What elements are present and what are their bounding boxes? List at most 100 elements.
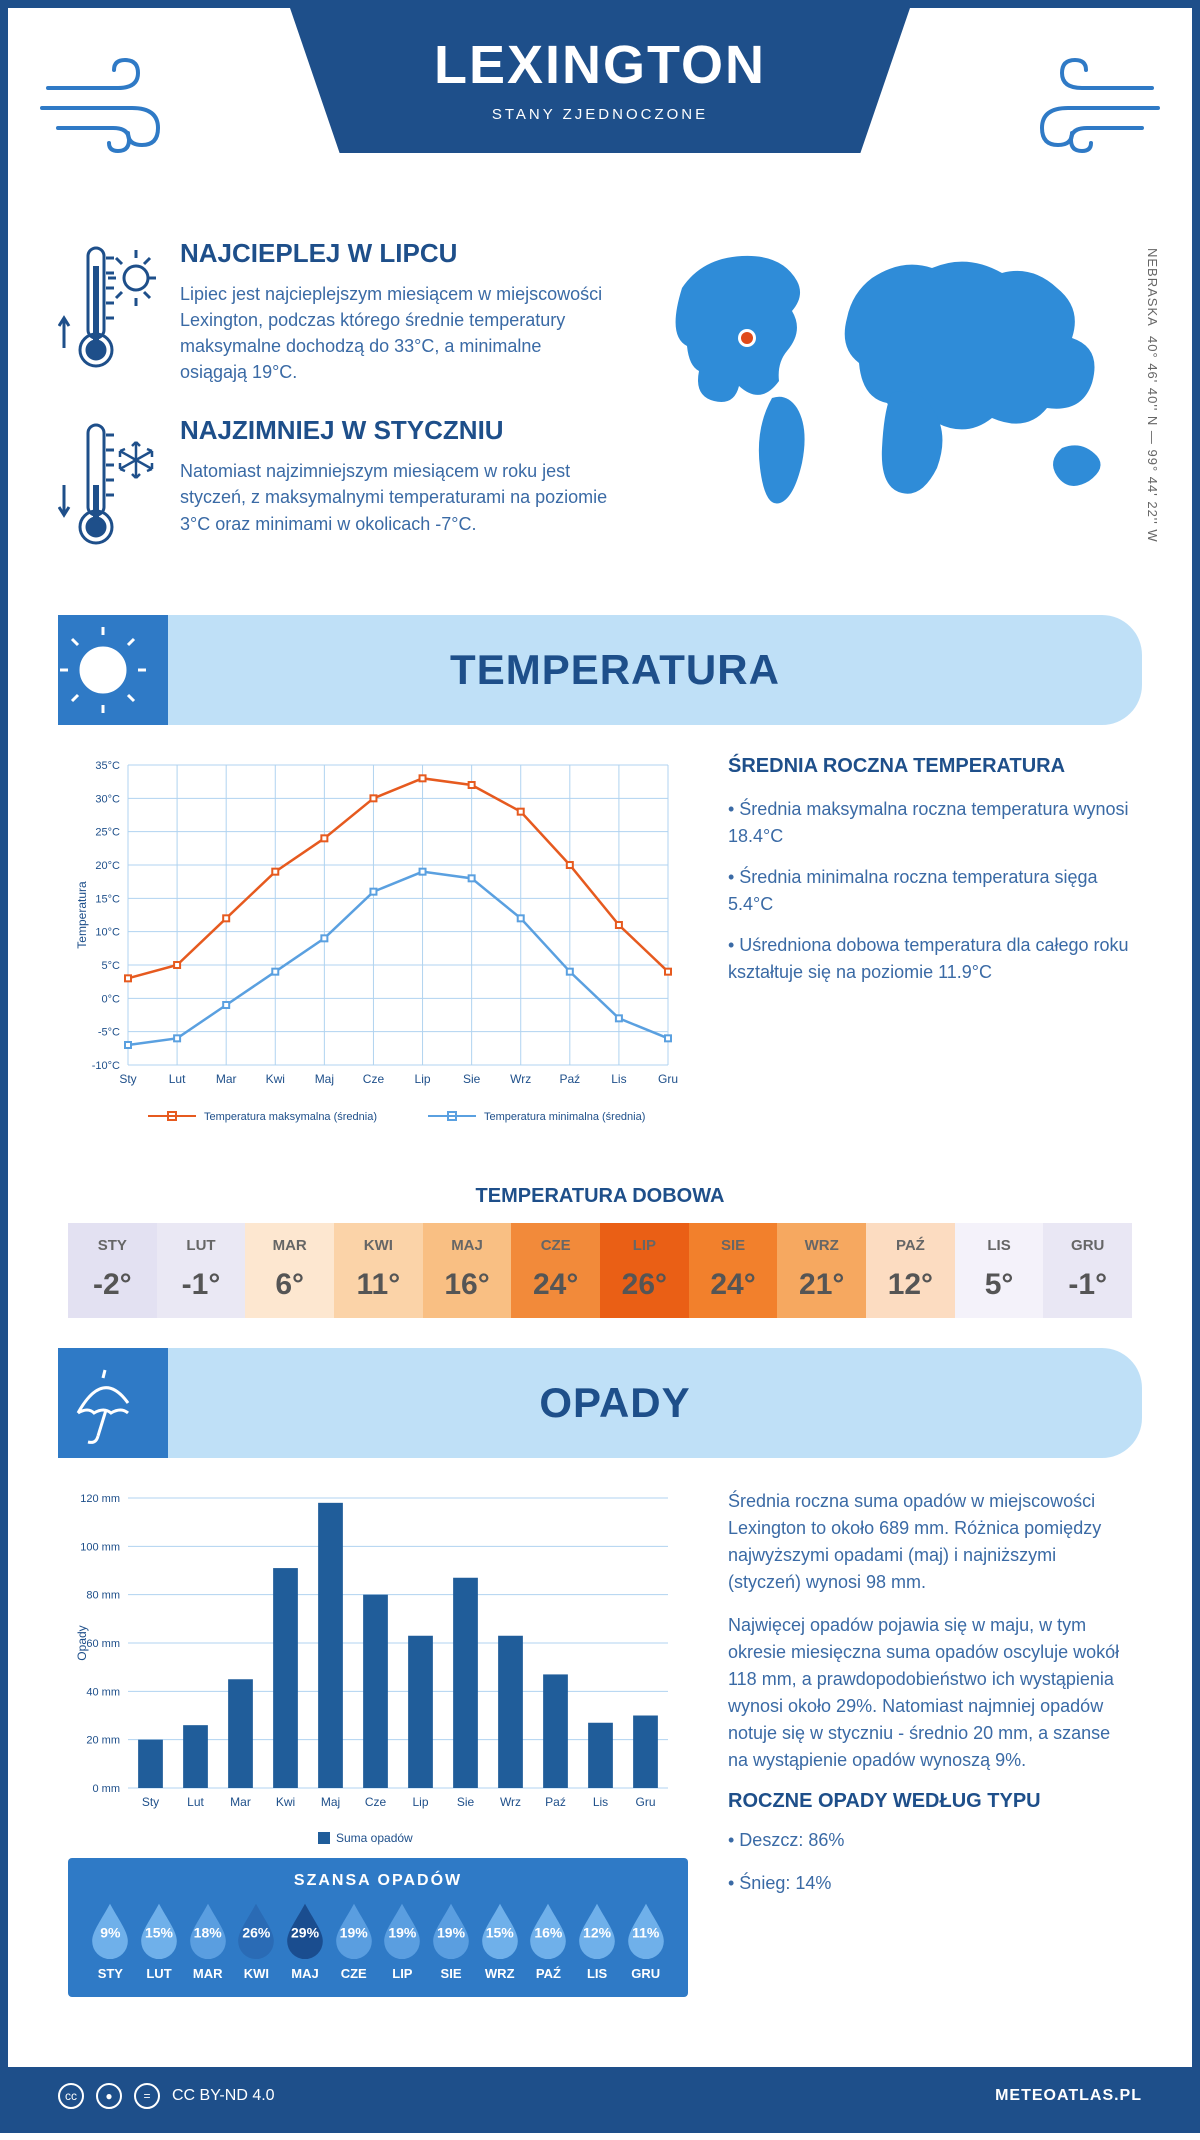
nd-icon: = bbox=[134, 2083, 160, 2109]
precip-type-snow: • Śnieg: 14% bbox=[728, 1870, 1132, 1897]
wind-swirl-icon bbox=[1012, 48, 1162, 168]
by-icon: ● bbox=[96, 2083, 122, 2109]
thermometer-hot-icon bbox=[58, 238, 158, 378]
svg-text:Temperatura: Temperatura bbox=[75, 881, 89, 949]
chance-cell: 9%STY bbox=[86, 1900, 135, 1981]
precip-para: Średnia roczna suma opadów w miejscowośc… bbox=[728, 1488, 1132, 1596]
precip-para: Najwięcej opadów pojawia się w maju, w t… bbox=[728, 1612, 1132, 1774]
daily-temp-cell: STY-2° bbox=[68, 1223, 157, 1318]
svg-text:Lis: Lis bbox=[611, 1072, 626, 1086]
thermometer-cold-icon bbox=[58, 415, 158, 555]
svg-text:15°C: 15°C bbox=[95, 894, 120, 906]
svg-text:-10°C: -10°C bbox=[92, 1060, 120, 1072]
svg-text:25°C: 25°C bbox=[95, 827, 120, 839]
svg-text:Lip: Lip bbox=[415, 1072, 431, 1086]
precipitation-section: OPADY 0 mm 20 mm 40 mm 60 mm 80 mm 100 mm 120 … bbox=[58, 1348, 1142, 2047]
svg-text:35°C: 35°C bbox=[95, 760, 120, 772]
chance-cell: 15%LUT bbox=[135, 1900, 184, 1981]
wind-swirl-icon bbox=[38, 48, 188, 168]
svg-text:30°C: 30°C bbox=[95, 794, 120, 806]
svg-text:5°C: 5°C bbox=[102, 960, 121, 972]
svg-text:Kwi: Kwi bbox=[276, 1795, 295, 1809]
svg-text:Suma opadów: Suma opadów bbox=[336, 1831, 413, 1845]
svg-text:Gru: Gru bbox=[658, 1072, 678, 1086]
city-title: LEXINGTON bbox=[350, 34, 850, 96]
title-banner: LEXINGTON STANY ZJEDNOCZONE bbox=[290, 8, 910, 153]
svg-text:120 mm: 120 mm bbox=[80, 1493, 120, 1505]
svg-text:40 mm: 40 mm bbox=[86, 1687, 120, 1699]
chance-cell: 11%GRU bbox=[621, 1900, 670, 1981]
footer: cc ● = CC BY-ND 4.0 METEOATLAS.PL bbox=[8, 2067, 1192, 2125]
coldest-body: Natomiast najzimniejszym miesiącem w rok… bbox=[180, 458, 612, 536]
svg-text:Wrz: Wrz bbox=[510, 1072, 531, 1086]
cc-icon: cc bbox=[58, 2083, 84, 2109]
hottest-block: NAJCIEPLEJ W LIPCU Lipiec jest najcieple… bbox=[58, 238, 612, 385]
world-map: NEBRASKA 40° 46' 40'' N — 99° 44' 22'' W bbox=[642, 238, 1142, 585]
svg-text:Paź: Paź bbox=[545, 1795, 566, 1809]
license-text: CC BY-ND 4.0 bbox=[172, 2087, 275, 2105]
section-title-temperature: TEMPERATURA bbox=[168, 646, 1142, 694]
daily-temp-cell: WRZ21° bbox=[777, 1223, 866, 1318]
temp-summary-title: ŚREDNIA ROCZNA TEMPERATURA bbox=[728, 755, 1132, 778]
daily-temp-cell: LUT-1° bbox=[157, 1223, 246, 1318]
svg-text:Mar: Mar bbox=[230, 1795, 251, 1809]
daily-temp-cell: MAR6° bbox=[245, 1223, 334, 1318]
temperature-chart: -10°C-5°C0°C5°C10°C15°C20°C25°C30°C35°CS… bbox=[68, 755, 688, 1135]
header: LEXINGTON STANY ZJEDNOCZONE bbox=[8, 8, 1192, 218]
daily-temp-cell: KWI11° bbox=[334, 1223, 423, 1318]
chance-cell: 12%LIS bbox=[573, 1900, 622, 1981]
svg-text:Sie: Sie bbox=[457, 1795, 475, 1809]
section-title-precip: OPADY bbox=[168, 1379, 1142, 1427]
world-map-svg bbox=[642, 238, 1142, 518]
coldest-title: NAJZIMNIEJ W STYCZNIU bbox=[180, 415, 612, 446]
country-subtitle: STANY ZJEDNOCZONE bbox=[350, 106, 850, 123]
temp-bullet: • Uśredniona dobowa temperatura dla całe… bbox=[728, 932, 1132, 986]
hottest-title: NAJCIEPLEJ W LIPCU bbox=[180, 238, 612, 269]
svg-text:Gru: Gru bbox=[635, 1795, 655, 1809]
daily-temp-cell: CZE24° bbox=[511, 1223, 600, 1318]
hottest-body: Lipiec jest najcieplejszym miesiącem w m… bbox=[180, 281, 612, 385]
site-name: METEOATLAS.PL bbox=[995, 2087, 1142, 2105]
chance-title: SZANSA OPADÓW bbox=[86, 1872, 670, 1890]
sun-icon bbox=[58, 625, 168, 715]
svg-text:Sie: Sie bbox=[463, 1072, 481, 1086]
precip-type-rain: • Deszcz: 86% bbox=[728, 1827, 1132, 1854]
intro-section: NAJCIEPLEJ W LIPCU Lipiec jest najcieple… bbox=[8, 218, 1192, 615]
precip-type-title: ROCZNE OPADY WEDŁUG TYPU bbox=[728, 1790, 1132, 1813]
daily-temp-strip: STY-2°LUT-1°MAR6°KWI11°MAJ16°CZE24°LIP26… bbox=[68, 1223, 1132, 1318]
svg-text:Cze: Cze bbox=[365, 1795, 387, 1809]
coordinates: NEBRASKA 40° 46' 40'' N — 99° 44' 22'' W bbox=[1145, 248, 1160, 543]
svg-text:Mar: Mar bbox=[216, 1072, 237, 1086]
chance-cell: 19%SIE bbox=[427, 1900, 476, 1981]
svg-text:100 mm: 100 mm bbox=[80, 1542, 120, 1554]
daily-temp-cell: SIE24° bbox=[689, 1223, 778, 1318]
temp-bullet: • Średnia minimalna roczna temperatura s… bbox=[728, 864, 1132, 918]
svg-text:Lut: Lut bbox=[169, 1072, 186, 1086]
page: LEXINGTON STANY ZJEDNOCZONE bbox=[0, 0, 1200, 2133]
daily-temp-cell: LIS5° bbox=[955, 1223, 1044, 1318]
svg-text:Wrz: Wrz bbox=[500, 1795, 521, 1809]
chance-cell: 18%MAR bbox=[183, 1900, 232, 1981]
chance-cell: 19%LIP bbox=[378, 1900, 427, 1981]
daily-temp-cell: PAŹ12° bbox=[866, 1223, 955, 1318]
svg-text:Temperatura maksymalna (średni: Temperatura maksymalna (średnia) bbox=[204, 1111, 377, 1123]
precip-chance-strip: SZANSA OPADÓW 9%STY15%LUT18%MAR26%KWI29%… bbox=[68, 1858, 688, 1997]
temperature-summary: ŚREDNIA ROCZNA TEMPERATURA • Średnia mak… bbox=[728, 755, 1132, 1135]
chance-cell: 29%MAJ bbox=[281, 1900, 330, 1981]
chance-cell: 26%KWI bbox=[232, 1900, 281, 1981]
svg-text:Cze: Cze bbox=[363, 1072, 385, 1086]
svg-text:80 mm: 80 mm bbox=[86, 1590, 120, 1602]
svg-text:Sty: Sty bbox=[119, 1072, 136, 1086]
svg-text:Temperatura minimalna (średnia: Temperatura minimalna (średnia) bbox=[484, 1111, 645, 1123]
svg-text:0°C: 0°C bbox=[102, 994, 121, 1006]
svg-text:60 mm: 60 mm bbox=[86, 1638, 120, 1650]
temp-bullet: • Średnia maksymalna roczna temperatura … bbox=[728, 796, 1132, 850]
svg-text:Sty: Sty bbox=[142, 1795, 159, 1809]
svg-text:10°C: 10°C bbox=[95, 927, 120, 939]
svg-text:0 mm: 0 mm bbox=[93, 1783, 121, 1795]
daily-temp-cell: LIP26° bbox=[600, 1223, 689, 1318]
chance-cell: 15%WRZ bbox=[475, 1900, 524, 1981]
svg-text:20 mm: 20 mm bbox=[86, 1735, 120, 1747]
coldest-block: NAJZIMNIEJ W STYCZNIU Natomiast najzimni… bbox=[58, 415, 612, 555]
svg-text:Maj: Maj bbox=[321, 1795, 340, 1809]
